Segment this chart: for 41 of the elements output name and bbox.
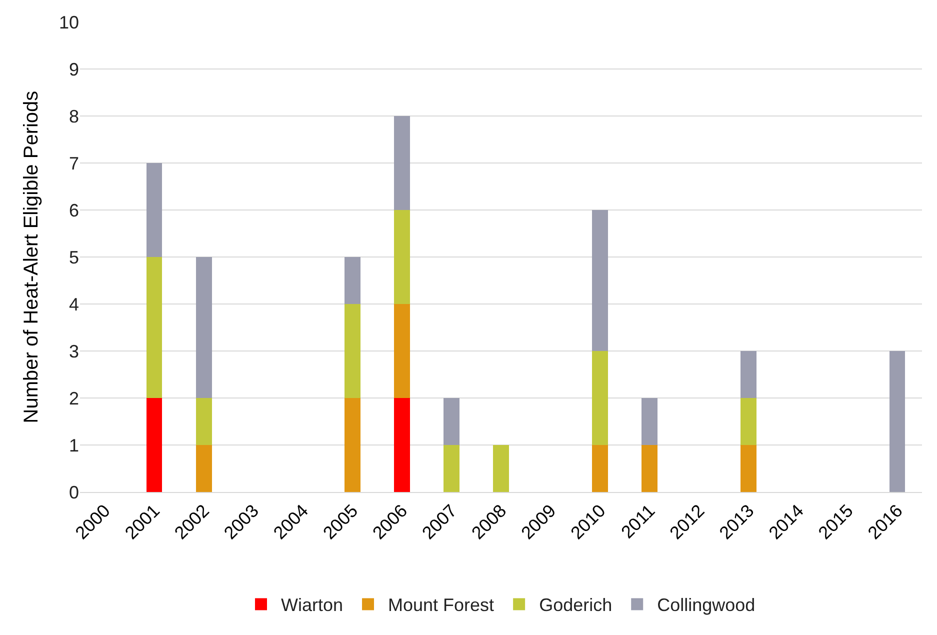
y-tick-label: 4 — [68, 294, 79, 314]
bar — [889, 351, 906, 492]
y-tick-label: 8 — [68, 106, 79, 126]
bar — [592, 445, 608, 492]
y-tick-label: 3 — [68, 341, 79, 362]
bar — [740, 445, 757, 492]
y-tick-label: 6 — [68, 200, 79, 220]
legend-label: Goderich — [539, 595, 612, 616]
y-tick-label: 5 — [68, 247, 79, 268]
bar — [146, 257, 162, 398]
bar — [146, 398, 162, 492]
bar — [592, 210, 608, 351]
bar — [344, 398, 360, 492]
bar — [592, 351, 608, 445]
y-tick-label: 10 — [58, 12, 79, 32]
bar — [444, 445, 460, 492]
bar — [444, 398, 460, 445]
bar — [344, 304, 360, 398]
bar — [196, 445, 212, 492]
bar — [740, 351, 757, 398]
legend-label: Mount Forest — [388, 595, 494, 616]
y-tick-label: 2 — [68, 388, 79, 408]
bar — [394, 304, 410, 398]
bar — [394, 116, 410, 210]
bar — [146, 163, 162, 257]
bar — [344, 257, 360, 304]
bar — [394, 210, 410, 304]
bar — [196, 257, 212, 398]
y-tick-label: 0 — [68, 482, 79, 502]
bar — [642, 398, 658, 445]
bar — [642, 445, 658, 492]
bar — [394, 398, 410, 492]
bar — [493, 445, 509, 492]
y-tick-label: 9 — [68, 59, 79, 80]
y-axis-title: Number of Heat-Alert Eligible Periods — [20, 90, 42, 424]
y-tick-label: 7 — [68, 153, 79, 174]
legend-label: Collingwood — [657, 595, 756, 616]
bar — [740, 398, 757, 445]
legend-label: Wiarton — [281, 595, 344, 616]
bar — [196, 398, 212, 445]
y-tick-label: 1 — [68, 435, 79, 456]
